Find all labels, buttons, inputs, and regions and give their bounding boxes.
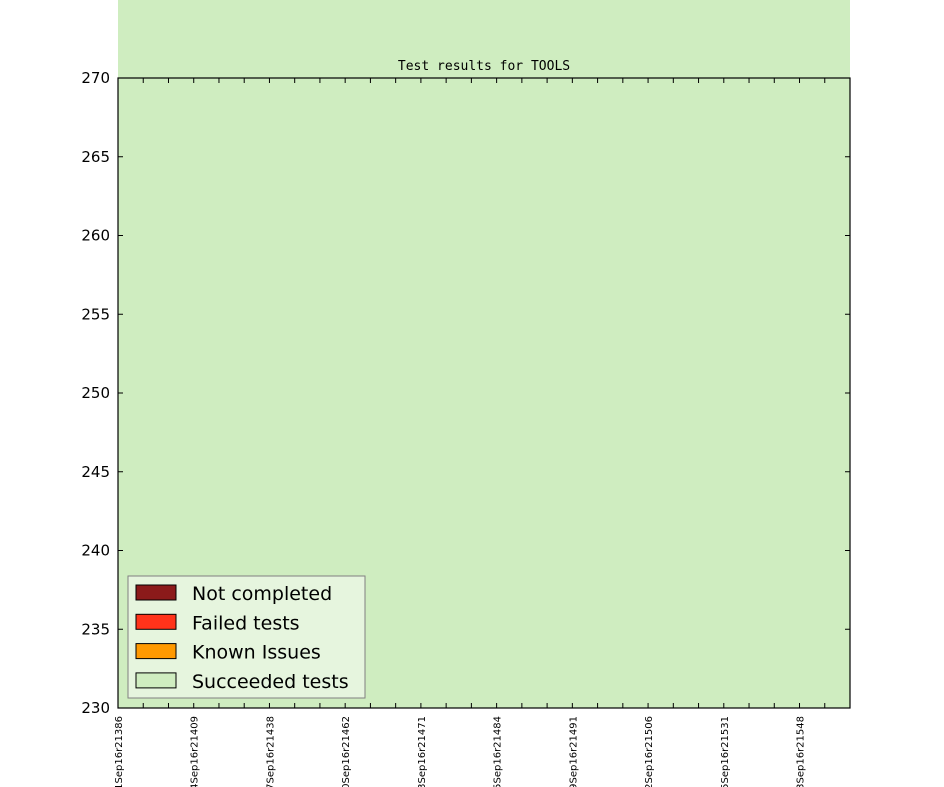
legend-label: Known Issues <box>192 642 321 664</box>
x-tick-label: 9Sep16r21491 <box>568 716 579 787</box>
y-tick-label: 260 <box>81 227 110 245</box>
legend-swatch <box>135 643 177 660</box>
legend: Not completed Failed tests Known Issues Suc… <box>127 575 366 699</box>
y-axis: 230 235 240 245 250 255 260 265 270 <box>81 69 850 717</box>
x-tick-label: 5Sep16r21531 <box>720 716 731 787</box>
area-succeeded-tests <box>118 0 850 708</box>
x-tick-label: 3Sep16r21548 <box>796 716 807 787</box>
legend-swatch <box>135 584 177 601</box>
x-tick-label: 3Sep16r21471 <box>417 716 428 787</box>
y-tick-label: 255 <box>81 305 110 323</box>
y-tick-label: 245 <box>81 463 110 481</box>
plot-areas <box>118 0 850 708</box>
chart-title: Test results for TOOLS <box>397 59 571 74</box>
legend-swatch <box>135 672 177 689</box>
x-tick-label: 0Sep16r21462 <box>341 716 352 787</box>
y-tick-label: 230 <box>81 699 110 717</box>
legend-label: Failed tests <box>192 612 300 634</box>
x-tick-label: 4Sep16r21409 <box>190 716 201 787</box>
y-tick-label: 250 <box>81 384 110 402</box>
x-tick-label: 1Sep16r21386 <box>114 716 125 787</box>
y-tick-label: 240 <box>81 542 110 560</box>
x-tick-label: 7Sep16r21438 <box>265 716 276 787</box>
legend-swatch <box>135 613 177 630</box>
x-tick-label: 5Sep16r21484 <box>493 716 504 787</box>
legend-label: Not completed <box>192 583 332 605</box>
y-tick-label: 235 <box>81 620 110 638</box>
x-axis: 1Sep16r21386 4Sep16r21409 7Sep16r21438 0Sep… <box>114 78 851 787</box>
plot-frame <box>117 77 851 709</box>
y-tick-label: 270 <box>81 69 110 87</box>
legend-label: Succeeded tests <box>192 671 349 693</box>
x-tick-label: 2Sep16r21506 <box>644 716 655 787</box>
y-tick-label: 265 <box>81 148 110 166</box>
